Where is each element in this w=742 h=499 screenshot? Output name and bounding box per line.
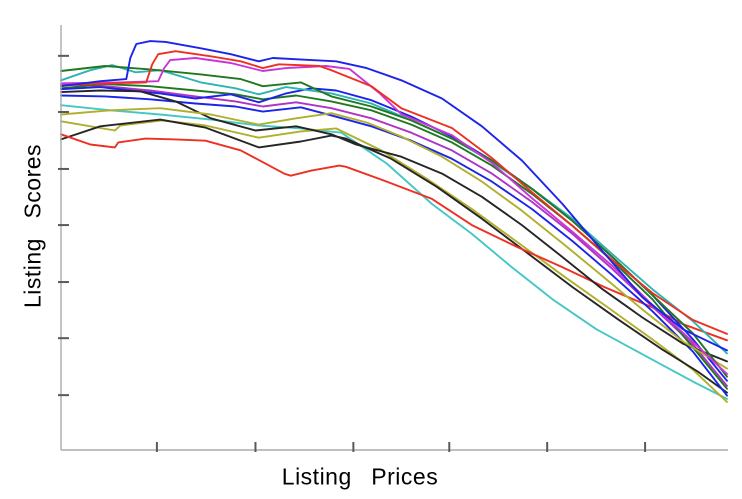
series-line-black-2 bbox=[60, 118, 728, 394]
y-axis-label: Listing Scores bbox=[19, 143, 46, 309]
series-line-olive-1 bbox=[60, 107, 728, 370]
series-line-blue-3 bbox=[60, 94, 728, 397]
x-axis-label: Listing Prices bbox=[281, 463, 439, 490]
series-line-black-1 bbox=[60, 89, 728, 363]
series-line-magenta-1 bbox=[60, 57, 728, 375]
series-line-green-2 bbox=[60, 83, 728, 390]
series-line-green-1 bbox=[60, 65, 728, 378]
series-line-magenta-2 bbox=[60, 83, 728, 387]
series-line-cyan-2 bbox=[60, 104, 728, 400]
series-line-olive-2 bbox=[60, 119, 728, 403]
series-line-red-1 bbox=[60, 50, 728, 335]
series-line-blue-1 bbox=[60, 40, 728, 352]
series-line-teal-1 bbox=[60, 64, 728, 355]
series-line-red-2 bbox=[60, 133, 728, 342]
series-line-blue-2 bbox=[60, 86, 728, 382]
